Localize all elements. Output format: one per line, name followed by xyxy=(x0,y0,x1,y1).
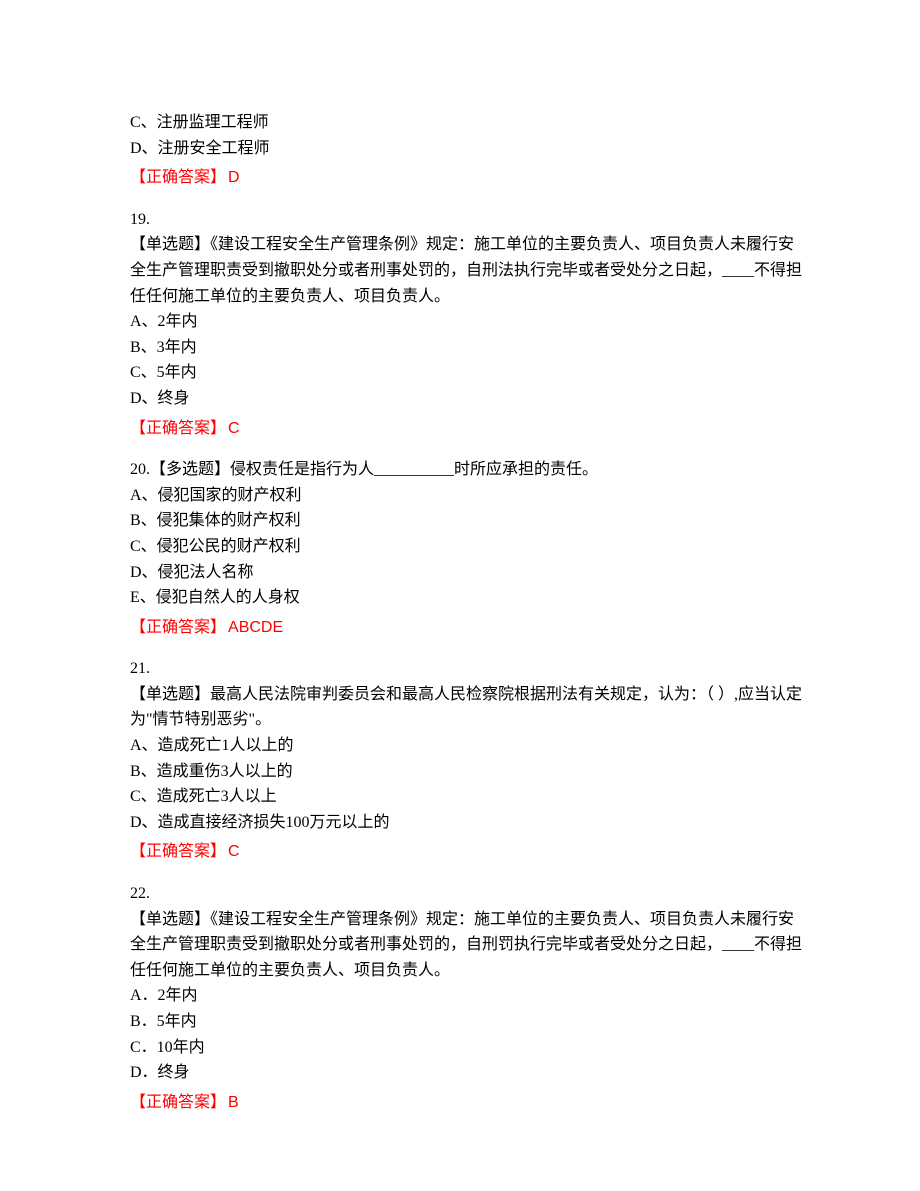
option-c: C、5年内 xyxy=(130,360,805,386)
option-c: C．10年内 xyxy=(130,1035,805,1061)
answer-label: 【正确答案】 xyxy=(130,1094,226,1111)
question-number: 21. xyxy=(130,656,805,682)
option-a: A、造成死亡1人以上的 xyxy=(130,733,805,759)
question-19: 19. 【单选题】《建设工程安全生产管理条例》规定：施工单位的主要负责人、项目负… xyxy=(130,207,805,441)
question-stem: 【单选题】最高人民法院审判委员会和最高人民检察院根据刑法有关规定，认为：（ ）,… xyxy=(130,682,805,733)
answer-label: 【正确答案】 xyxy=(130,420,226,437)
answer-line: 【正确答案】B xyxy=(130,1090,805,1116)
question-18-tail: C、注册监理工程师 D、注册安全工程师 【正确答案】D xyxy=(130,110,805,191)
answer-line: 【正确答案】C xyxy=(130,839,805,865)
answer-label: 【正确答案】 xyxy=(130,619,226,636)
option-c: C、造成死亡3人以上 xyxy=(130,784,805,810)
answer-label: 【正确答案】 xyxy=(130,169,226,186)
question-stem: 【单选题】《建设工程安全生产管理条例》规定：施工单位的主要负责人、项目负责人未履… xyxy=(130,907,805,984)
answer-value: C xyxy=(228,420,240,437)
answer-value: D xyxy=(228,169,240,186)
answer-line: 【正确答案】ABCDE xyxy=(130,615,805,641)
option-e: E、侵犯自然人的人身权 xyxy=(130,585,805,611)
option-d: D．终身 xyxy=(130,1060,805,1086)
answer-value: B xyxy=(228,1094,239,1111)
option-c: C、侵犯公民的财产权利 xyxy=(130,534,805,560)
answer-line: 【正确答案】D xyxy=(130,165,805,191)
option-d: D、侵犯法人名称 xyxy=(130,560,805,586)
option-d: D、造成直接经济损失100万元以上的 xyxy=(130,810,805,836)
option-d: D、终身 xyxy=(130,386,805,412)
question-20: 20.【多选题】侵权责任是指行为人__________时所应承担的责任。 A、侵… xyxy=(130,457,805,640)
question-stem: 【单选题】《建设工程安全生产管理条例》规定：施工单位的主要负责人、项目负责人未履… xyxy=(130,232,805,309)
page: C、注册监理工程师 D、注册安全工程师 【正确答案】D 19. 【单选题】《建设… xyxy=(0,0,920,1191)
question-21: 21. 【单选题】最高人民法院审判委员会和最高人民检察院根据刑法有关规定，认为：… xyxy=(130,656,805,865)
question-number: 19. xyxy=(130,207,805,233)
option-b: B、3年内 xyxy=(130,335,805,361)
question-22: 22. 【单选题】《建设工程安全生产管理条例》规定：施工单位的主要负责人、项目负… xyxy=(130,881,805,1115)
option-a: A、2年内 xyxy=(130,309,805,335)
question-number: 22. xyxy=(130,881,805,907)
answer-label: 【正确答案】 xyxy=(130,843,226,860)
option-a: A、侵犯国家的财产权利 xyxy=(130,483,805,509)
option-d: D、注册安全工程师 xyxy=(130,136,805,162)
option-c: C、注册监理工程师 xyxy=(130,110,805,136)
answer-value: C xyxy=(228,843,240,860)
option-b: B、侵犯集体的财产权利 xyxy=(130,508,805,534)
question-number-and-stem: 20.【多选题】侵权责任是指行为人__________时所应承担的责任。 xyxy=(130,457,805,483)
option-b: B．5年内 xyxy=(130,1009,805,1035)
option-a: A．2年内 xyxy=(130,983,805,1009)
answer-line: 【正确答案】C xyxy=(130,416,805,442)
option-b: B、造成重伤3人以上的 xyxy=(130,759,805,785)
answer-value: ABCDE xyxy=(228,619,283,636)
